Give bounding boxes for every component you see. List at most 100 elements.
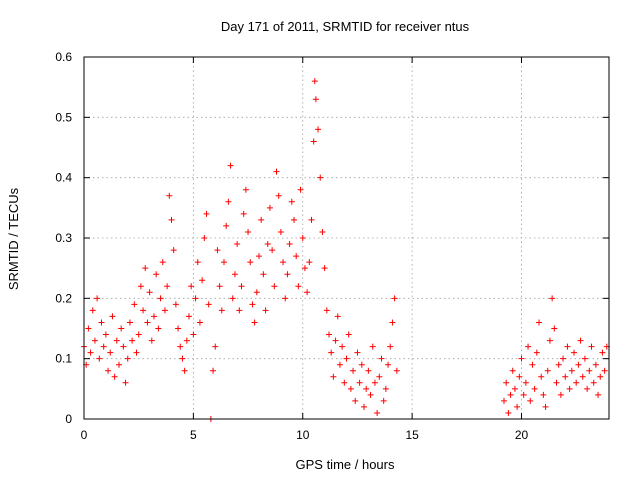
data-point xyxy=(312,96,319,103)
data-point xyxy=(595,391,602,398)
data-point xyxy=(214,247,221,254)
data-point xyxy=(393,367,400,374)
data-point xyxy=(387,343,394,350)
x-tick-labels: 0 5 10 15 20 xyxy=(81,428,529,442)
data-point xyxy=(135,331,142,338)
data-point xyxy=(94,295,101,302)
data-point xyxy=(225,198,232,205)
data-point xyxy=(203,210,210,217)
data-point xyxy=(566,385,573,392)
data-point xyxy=(166,192,173,199)
data-point xyxy=(175,325,182,332)
data-point xyxy=(352,397,359,404)
y-axis-label: SRMTID / TECUs xyxy=(6,187,21,290)
data-point xyxy=(564,343,571,350)
data-point xyxy=(560,355,567,362)
y-tick-label: 0.3 xyxy=(55,231,72,245)
data-point xyxy=(299,235,306,241)
data-point xyxy=(240,210,247,217)
data-point xyxy=(260,271,267,278)
data-point xyxy=(277,228,284,235)
data-point xyxy=(275,192,282,199)
data-point xyxy=(196,319,203,326)
data-point xyxy=(164,283,171,290)
data-point xyxy=(238,283,245,290)
data-point xyxy=(555,361,562,368)
data-point xyxy=(516,373,523,380)
tick-marks xyxy=(83,56,609,420)
data-point xyxy=(229,295,236,302)
data-point xyxy=(339,343,346,350)
data-point xyxy=(286,241,293,248)
y-tick-labels: 0 0.1 0.2 0.3 0.4 0.5 0.6 xyxy=(55,50,72,426)
data-point xyxy=(306,259,313,266)
data-point xyxy=(249,301,256,308)
data-point xyxy=(245,228,252,235)
data-point xyxy=(525,343,532,350)
data-point xyxy=(323,307,330,314)
data-point xyxy=(129,337,136,344)
data-point xyxy=(321,265,328,272)
data-point xyxy=(234,241,241,248)
data-point xyxy=(236,307,243,314)
data-point xyxy=(350,367,357,374)
data-points xyxy=(81,78,610,422)
data-point xyxy=(293,253,300,260)
data-point xyxy=(291,216,297,223)
data-point xyxy=(601,367,608,374)
data-point xyxy=(227,162,234,169)
data-point xyxy=(369,343,376,350)
data-point xyxy=(98,319,105,326)
data-point xyxy=(562,373,569,380)
data-point xyxy=(568,367,575,374)
data-point xyxy=(533,349,540,356)
x-axis-label: GPS time / hours xyxy=(296,457,395,472)
data-point xyxy=(507,391,514,398)
data-point xyxy=(199,277,206,284)
data-point xyxy=(538,373,545,380)
data-point xyxy=(520,391,527,398)
data-point xyxy=(91,337,98,344)
data-point xyxy=(573,379,580,386)
data-point xyxy=(503,379,510,386)
y-tick-label: 0.1 xyxy=(55,352,72,366)
data-point xyxy=(310,138,317,145)
y-tick-label: 0.2 xyxy=(55,291,72,305)
y-tick-label: 0.5 xyxy=(55,110,72,124)
data-point xyxy=(317,174,324,181)
data-point xyxy=(378,355,385,362)
x-tick-label: 20 xyxy=(515,428,529,442)
data-point xyxy=(109,313,116,320)
data-point xyxy=(590,379,597,386)
data-point xyxy=(311,78,318,85)
data-point xyxy=(284,271,291,278)
data-point xyxy=(151,313,157,320)
data-point xyxy=(256,253,262,260)
data-point xyxy=(553,379,560,386)
data-point xyxy=(85,325,92,332)
y-tick-label: 0.6 xyxy=(55,50,72,64)
data-point xyxy=(89,307,96,314)
data-point xyxy=(575,361,582,368)
data-point xyxy=(140,307,147,314)
data-point xyxy=(380,397,387,404)
data-point xyxy=(155,325,162,332)
data-point xyxy=(146,289,153,296)
data-point xyxy=(527,397,534,404)
data-point xyxy=(391,295,398,302)
data-point xyxy=(264,241,271,248)
data-point xyxy=(584,385,591,392)
data-point xyxy=(192,295,199,302)
data-point xyxy=(223,222,230,229)
data-point xyxy=(122,379,129,386)
data-point xyxy=(157,295,164,302)
data-point xyxy=(529,361,536,368)
data-point xyxy=(251,319,258,326)
data-point xyxy=(363,385,370,392)
data-point xyxy=(170,247,177,254)
data-point xyxy=(542,403,549,410)
x-tick-label: 0 xyxy=(81,428,88,442)
data-point xyxy=(588,343,595,350)
data-point xyxy=(592,361,599,368)
